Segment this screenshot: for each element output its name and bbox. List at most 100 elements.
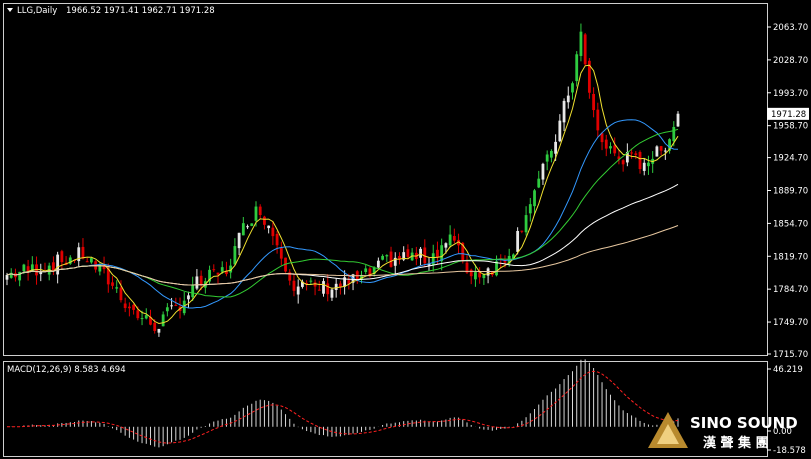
candle-body (119, 287, 123, 301)
macd-tick-label: -18.578 (773, 446, 806, 456)
macd-signal-line (6, 370, 679, 444)
candle-body (583, 34, 587, 65)
candle-body (111, 282, 114, 286)
price-tick-label: 1924.70 (773, 154, 808, 164)
price-tick-label: 2028.70 (773, 56, 808, 66)
candle-body (127, 306, 131, 309)
candle-body (630, 152, 633, 154)
candle-body (647, 162, 650, 167)
candle-body (220, 267, 224, 272)
candles-layer (5, 23, 680, 337)
candle-body (322, 281, 325, 294)
candle-body (642, 162, 646, 171)
candle-body (250, 223, 254, 226)
sino-sound-logo: SINO SOUND 漢 聲 集 團 (648, 412, 798, 451)
candle-body (444, 243, 448, 248)
candle-body (431, 253, 435, 265)
candle-body (258, 206, 262, 216)
candle-body (402, 252, 406, 260)
candle-body (406, 249, 410, 257)
candle-body (558, 120, 562, 142)
ohlc-readout: 1966.52 1971.41 1962.71 1971.28 (66, 6, 215, 16)
candle-body (338, 283, 342, 287)
price-tick-label: 2063.70 (773, 23, 808, 33)
candle-body (241, 223, 245, 236)
candle-body (482, 274, 486, 279)
candle-body (613, 145, 617, 154)
price-tick-label: 1715.70 (773, 350, 808, 360)
candle-body (545, 154, 549, 162)
candle-body (115, 287, 119, 289)
candle-body (26, 266, 30, 272)
candle-body (170, 305, 173, 307)
candle-body (668, 139, 671, 151)
candle-body (638, 152, 642, 170)
candle-body (317, 289, 321, 291)
candle-body (313, 282, 317, 287)
price-tick-label: 1993.70 (773, 89, 808, 99)
candle-body (663, 150, 667, 152)
ma120-line (6, 225, 679, 286)
symbol-dropdown-icon[interactable] (7, 8, 13, 12)
candle-body (364, 268, 368, 273)
ma20-line (6, 119, 679, 309)
candle-body (22, 264, 26, 272)
candle-body (503, 260, 507, 263)
candle-body (187, 295, 190, 300)
price-tick-label: 1889.70 (773, 187, 808, 197)
candle-body (68, 257, 72, 264)
candle-body (229, 265, 233, 273)
candle-body (419, 248, 422, 258)
candle-body (85, 261, 89, 263)
candle-body (478, 272, 482, 278)
candle-body (309, 280, 313, 282)
candle-body (604, 139, 608, 149)
candle-body (393, 257, 397, 266)
candle-body (77, 247, 81, 262)
candle-body (448, 234, 452, 246)
candle-body (191, 284, 195, 298)
candle-body (512, 254, 515, 259)
candle-body (596, 109, 600, 131)
candle-body (39, 271, 43, 275)
candle-body (263, 216, 266, 225)
candle-body (301, 281, 304, 287)
candle-body (52, 262, 55, 272)
candle-body (562, 100, 566, 123)
price-tick-label: 1749.70 (773, 318, 808, 328)
candle-body (144, 315, 148, 319)
candle-body (659, 146, 663, 151)
candle-body (246, 226, 249, 228)
candle-body (516, 230, 520, 252)
price-axis: 2063.70 2028.70 1993.70 1958.70 1924.70 1889.… (767, 23, 809, 456)
candle-body (385, 255, 389, 257)
candle-body (676, 113, 680, 127)
price-tick-label: 1958.70 (773, 122, 808, 132)
candle-body (292, 280, 296, 291)
candle-body (533, 190, 536, 207)
candle-body (267, 225, 271, 229)
candle-body (102, 264, 106, 270)
candle-body (165, 307, 169, 312)
macd-panel-frame (3, 361, 768, 457)
candle-body (347, 280, 351, 284)
candle-body (389, 251, 393, 267)
candle-body (288, 272, 292, 281)
candle-body (520, 230, 524, 232)
candle-body (436, 249, 439, 258)
macd-tick-label: 0.00 (773, 427, 792, 437)
candle-body (195, 276, 199, 289)
candle-body (368, 268, 372, 277)
candle-body (474, 272, 477, 280)
candle-body (212, 269, 216, 271)
macd-layer (6, 359, 679, 448)
candle-body (132, 304, 136, 310)
candle-body (617, 156, 621, 160)
candle-body (98, 264, 102, 272)
price-tick-label: 1784.70 (773, 285, 808, 295)
candle-body (279, 247, 283, 259)
candle-body (621, 160, 625, 165)
candle-body (254, 206, 258, 221)
candle-body (376, 260, 380, 268)
candle-body (634, 153, 638, 155)
